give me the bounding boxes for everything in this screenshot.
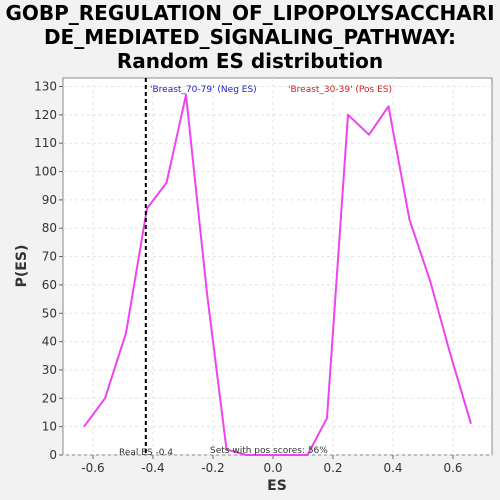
x-tick-label: 0.4 — [383, 461, 402, 475]
x-tick-label: -0.4 — [141, 461, 164, 475]
y-tick-label: 70 — [42, 250, 57, 264]
grid-lines — [63, 78, 492, 456]
axis-ticks: 0 10 20 30 40 50 60 70 80 90 100 110 120 130 -0.6 -0.4 -… — [34, 80, 462, 475]
chart-title-line-2: DE_MEDIATED_SIGNALING_PATHWAY: — [44, 25, 456, 49]
y-tick-label: 60 — [42, 278, 57, 292]
chart-title-line-1: GOBP_REGULATION_OF_LIPOPOLYSACCHARI — [5, 1, 494, 25]
real-es-label: Real ES -0.4 — [119, 448, 173, 458]
y-tick-label: 40 — [42, 335, 57, 349]
y-tick-label: 0 — [49, 448, 57, 462]
y-tick-label: 50 — [42, 306, 57, 320]
y-tick-label: 100 — [34, 165, 57, 179]
plot-area — [62, 77, 493, 456]
y-tick-label: 10 — [42, 420, 57, 434]
series-line — [83, 94, 472, 456]
y-tick-label: 130 — [34, 80, 57, 94]
pos-es-label: 'Breast_30-39' (Pos ES) — [288, 85, 392, 95]
x-axis-label: ES — [267, 478, 287, 494]
x-tick-label: -0.6 — [81, 461, 104, 475]
pos-scores-label: Sets with pos scores: 56% — [210, 446, 328, 456]
x-tick-label: -0.2 — [201, 461, 224, 475]
y-tick-label: 80 — [42, 221, 57, 235]
series-layer — [83, 94, 472, 456]
x-tick-label: 0.2 — [323, 461, 342, 475]
chart-title-line-3: Random ES distribution — [117, 49, 383, 73]
y-tick-label: 90 — [42, 193, 57, 207]
y-tick-label: 120 — [34, 108, 57, 122]
x-tick-label: 0.0 — [263, 461, 282, 475]
y-tick-label: 110 — [34, 136, 57, 150]
y-axis-label: P(ES) — [14, 245, 30, 288]
y-tick-label: 30 — [42, 363, 57, 377]
x-tick-label: 0.6 — [443, 461, 462, 475]
y-tick-label: 20 — [42, 391, 57, 405]
neg-es-label: 'Breast_70-79' (Neg ES) — [150, 85, 257, 95]
